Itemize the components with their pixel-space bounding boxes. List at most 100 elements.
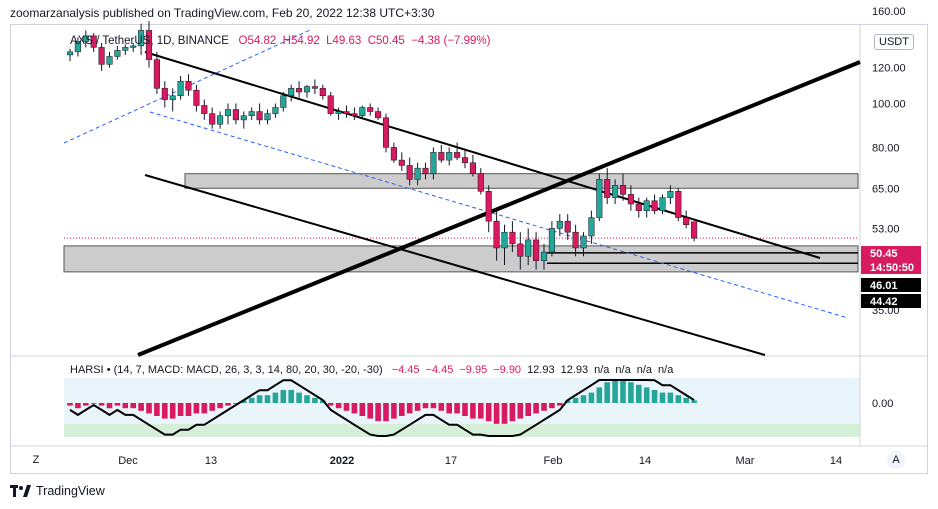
harsi-bar [185, 403, 192, 416]
harsi-bar [67, 403, 73, 406]
x-tick-label: 14 [830, 455, 842, 467]
zone-demand [63, 245, 859, 273]
candle-body [446, 152, 453, 161]
harsi-bar [138, 403, 144, 411]
harsi-bar [327, 403, 334, 406]
candle-body [359, 107, 366, 116]
harsi-bar [651, 390, 658, 403]
candle-body [169, 95, 176, 100]
candle-body [185, 80, 192, 91]
currency-button[interactable]: USDT [874, 34, 914, 50]
candle-body [138, 30, 145, 47]
harsi-bar [399, 403, 405, 416]
candle-body [572, 231, 579, 249]
x-tick-label: Dec [118, 455, 138, 467]
price-label-bg [861, 294, 921, 308]
candle-body [106, 56, 113, 65]
candle-body [430, 152, 437, 174]
candle-body [122, 47, 129, 51]
tradingview-logo-icon [10, 485, 31, 497]
symbol-name[interactable]: AXS / TetherUS, 1D, BINANCE [70, 35, 229, 47]
candle-body [619, 185, 627, 195]
candle-body [691, 221, 698, 239]
harsi-bar [98, 403, 105, 406]
harsi-label[interactable]: HARSI [70, 364, 104, 376]
harsi-bar [406, 403, 413, 414]
zoom-button[interactable]: Z [32, 454, 40, 466]
harsi-bar [201, 403, 208, 414]
harsi-bar [493, 403, 500, 424]
harsi-bar [383, 403, 389, 422]
x-tick-label: 14 [639, 455, 651, 467]
harsi-bar [636, 384, 642, 403]
close-value: C50.45 [367, 35, 405, 47]
candle-body [635, 203, 642, 211]
harsi-bar [304, 395, 310, 403]
candle-body [264, 113, 271, 121]
publisher-line: zoomarzanalysis published on TradingView… [10, 6, 435, 20]
candle-body [580, 235, 587, 249]
harsi-bar [525, 403, 531, 416]
harsi-bar [312, 397, 318, 403]
harsi-bar [335, 403, 342, 409]
harsi-bar [146, 403, 152, 414]
harsi-bar [154, 403, 160, 416]
candle-body [533, 239, 540, 261]
harsi-bar [83, 403, 89, 406]
x-tick-label: Feb [544, 455, 563, 467]
candle-body [217, 115, 224, 125]
harsi-bar [478, 403, 484, 419]
candle-body [248, 111, 255, 116]
y-tick-label: 53.00 [872, 223, 900, 235]
price-label-bg [861, 278, 921, 292]
harsi-bar [485, 403, 492, 422]
harsi-bar [256, 395, 263, 403]
candle-body [311, 86, 318, 89]
harsi-bar [572, 397, 579, 403]
harsi-value: 12.93 [527, 364, 555, 376]
candle-body [659, 197, 666, 211]
harsi-bar [446, 403, 452, 414]
harsi-bar [193, 403, 200, 414]
harsi-value: −9.90 [493, 364, 522, 376]
candle-body [675, 191, 682, 218]
y-tick-label: 120.00 [872, 63, 906, 75]
harsi-bar [628, 382, 634, 403]
candle-body [288, 88, 295, 97]
harsi-bar [272, 392, 279, 403]
low-value: L49.63 [326, 35, 362, 47]
harsi-bar [130, 403, 136, 409]
candle-body [588, 217, 595, 237]
harsi-bar [533, 403, 539, 414]
dashed-trend-lower [149, 111, 849, 319]
candle-body [390, 147, 397, 161]
candle-body [90, 35, 97, 48]
harsi-bar [683, 397, 689, 403]
harsi-bar [75, 403, 81, 409]
candle-body [82, 35, 89, 42]
x-tick-label: 17 [445, 455, 457, 467]
auto-scale-button[interactable]: A [887, 451, 905, 469]
harsi-bar [557, 403, 563, 406]
brand-name: TradingView [36, 484, 105, 498]
harsi-bar [241, 400, 247, 403]
harsi-bar [177, 403, 184, 416]
candle-body [319, 88, 326, 97]
harsi-zero-tick: 0.00 [872, 398, 893, 410]
eye-icon[interactable]: • [106, 364, 111, 376]
candle-body [517, 243, 524, 257]
harsi-value: −4.45 [425, 364, 454, 376]
candle-body [612, 185, 619, 198]
harsi-bar [580, 395, 587, 403]
harsi-bar [659, 392, 666, 403]
candle-body [280, 95, 287, 108]
candle-body [651, 200, 658, 211]
harsi-bar [667, 392, 674, 403]
harsi-bar [541, 403, 547, 411]
harsi-bar [596, 387, 603, 403]
price-label-bg [861, 246, 921, 260]
candle-body [422, 167, 429, 174]
price-label-level: 46.01 [870, 280, 898, 292]
harsi-value: −9.95 [459, 364, 488, 376]
